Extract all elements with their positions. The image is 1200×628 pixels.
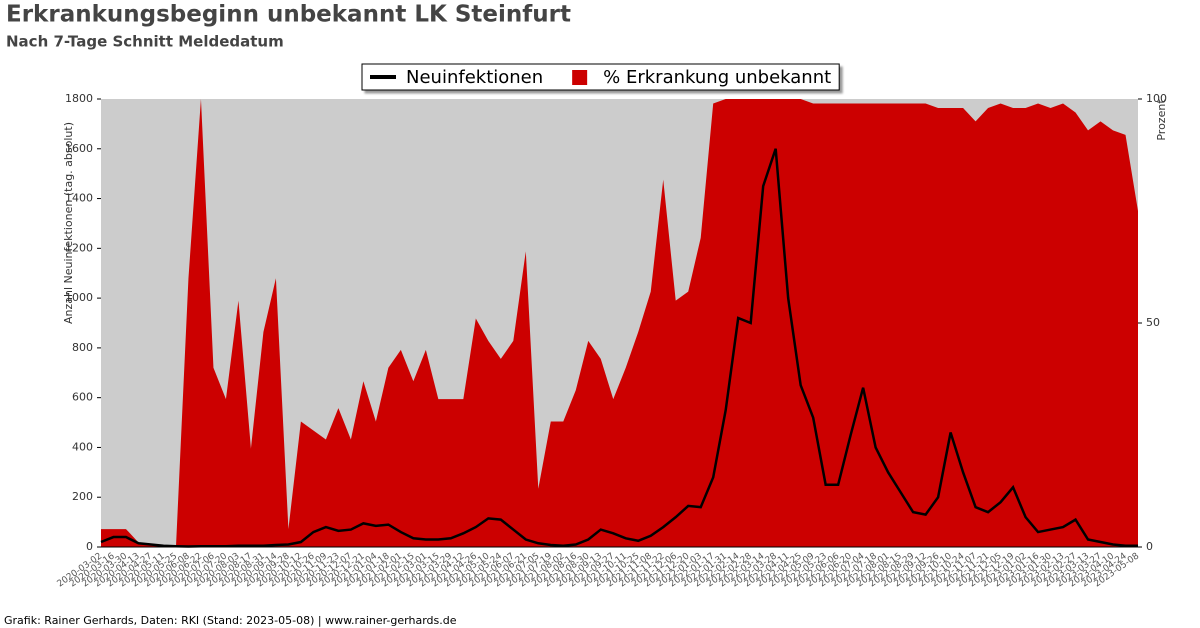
y-tick-label: 0	[86, 540, 93, 553]
chart-subtitle: Nach 7-Tage Schnitt Meldedatum	[6, 33, 284, 51]
y-tick-label: 1200	[65, 241, 93, 254]
y2-axis-label: Prozent	[1155, 99, 1168, 141]
y-tick-label: 600	[72, 391, 93, 404]
area	[101, 99, 1138, 547]
y-tick-label: 400	[72, 440, 93, 453]
y-tick-label: 200	[72, 490, 93, 503]
legend-label: % Erkrankung unbekannt	[603, 67, 831, 88]
y-tick-label: 1400	[65, 192, 93, 205]
y-tick-label: 1000	[65, 291, 93, 304]
line	[100, 148, 1138, 548]
y-tick-label: 1800	[65, 92, 93, 105]
footer: Grafik: Rainer Gerhards, Daten: RKI (Sta…	[4, 614, 457, 627]
y-axis-label: Anzahl Neuinfektionen (tag. absolut)	[62, 122, 75, 324]
legend-box	[361, 63, 840, 91]
legend-label: Neuinfektionen	[406, 67, 543, 88]
y-tick-label: 800	[72, 341, 93, 354]
legend-swatch	[572, 70, 588, 85]
y2-tick-label: 0	[1146, 540, 1153, 553]
chart-title: Erkrankungsbeginn unbekannt LK Steinfurt	[6, 2, 571, 28]
y2-tick-label: 100	[1146, 92, 1167, 105]
y2-tick-label: 50	[1146, 316, 1160, 329]
y-tick-label: 1600	[65, 142, 93, 155]
